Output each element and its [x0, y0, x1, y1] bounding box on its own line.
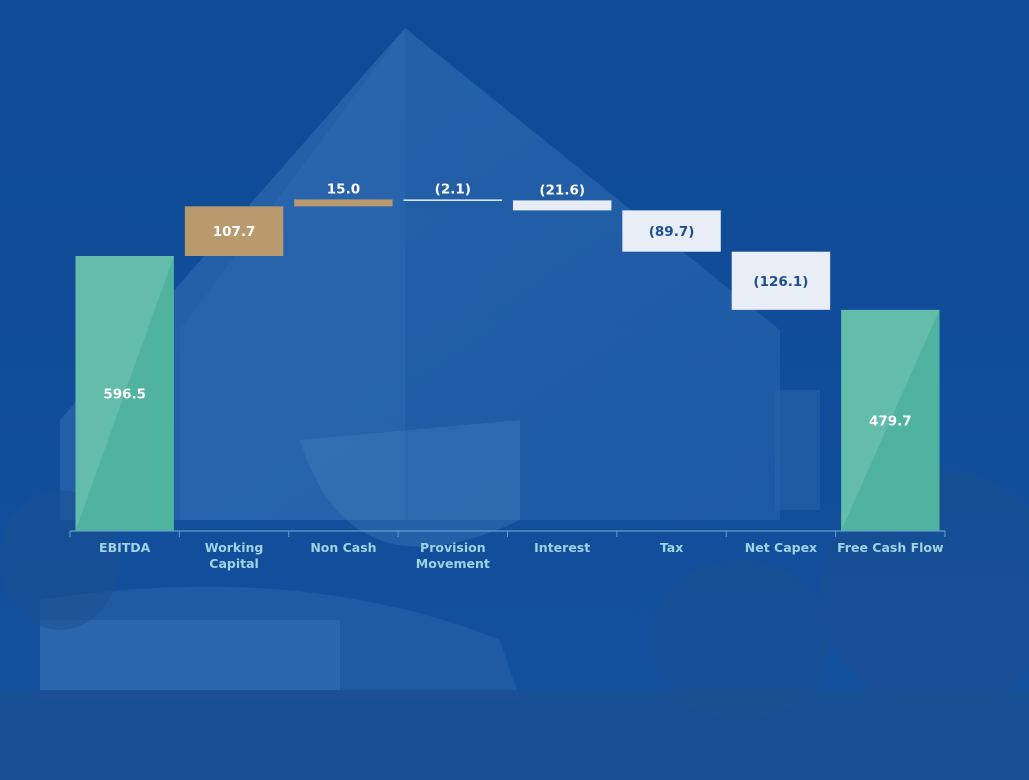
data-label-tax: (89.7) [649, 224, 695, 240]
x-tick-label-tax: Tax [660, 540, 683, 555]
bar-interest [512, 200, 612, 211]
data-label-working-capital: 107.7 [213, 224, 256, 240]
data-label-non-cash: 15.0 [327, 181, 360, 197]
bar-tax [622, 210, 721, 252]
bar-free-cash-flow [841, 309, 940, 531]
data-label-net-capex: (126.1) [753, 274, 808, 290]
data-label-free-cash-flow: 479.7 [869, 413, 912, 429]
x-tick-label-provision-movement: Provision Movement [416, 540, 490, 571]
bar-non-cash [294, 199, 393, 207]
data-label-ebitda: 596.5 [103, 387, 146, 403]
x-tick-label-interest: Interest [534, 540, 590, 555]
bar-ebitda [75, 256, 174, 531]
x-tick-label-ebitda: EBITDA [99, 540, 151, 555]
bar-provision-movement [403, 199, 503, 201]
bar-net-capex [731, 251, 831, 310]
bar-working-capital [184, 206, 284, 256]
bar-shade-free-cash-flow [841, 309, 940, 531]
data-label-interest: (21.6) [539, 182, 585, 198]
data-label-provision-movement: (2.1) [435, 181, 471, 197]
x-tick-label-working-capital: Working Capital [205, 540, 264, 571]
bar-shade-ebitda [75, 256, 174, 531]
x-tick-label-non-cash: Non Cash [310, 540, 376, 555]
x-tick-label-net-capex: Net Capex [745, 540, 817, 555]
x-tick-label-free-cash-flow: Free Cash Flow [837, 540, 944, 555]
